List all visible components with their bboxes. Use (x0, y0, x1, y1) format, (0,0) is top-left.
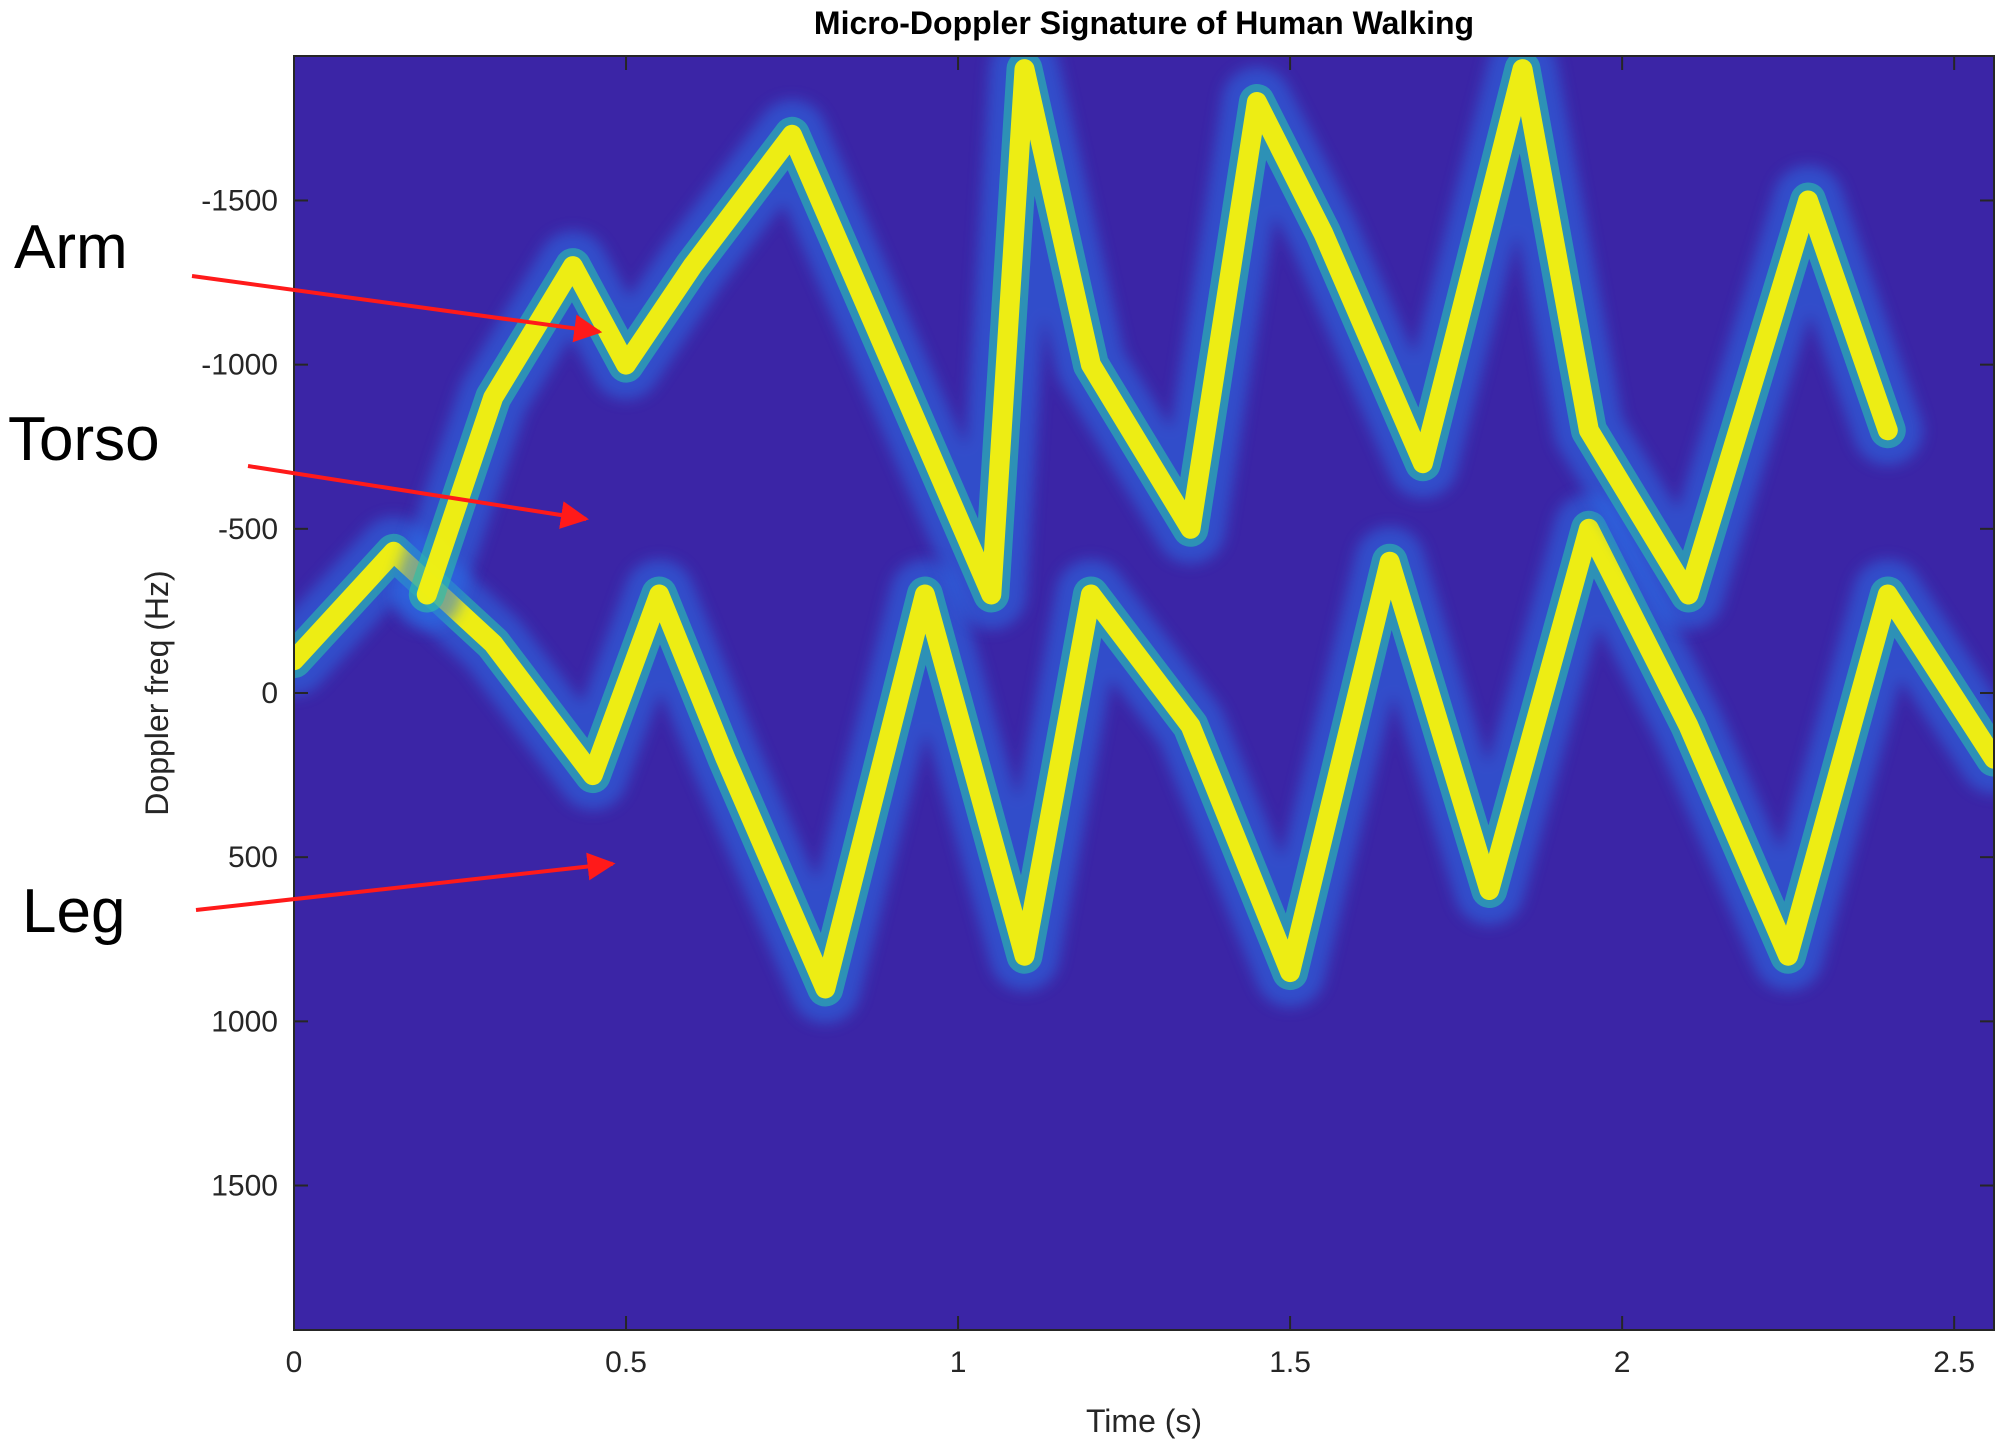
x-tick-label: 1.5 (1269, 1346, 1311, 1379)
annotation-leg-arrow (195, 852, 616, 912)
heatmap-layer (294, 56, 1994, 1024)
y-tick-label: 500 (228, 841, 278, 874)
axis-ticks: 0 0.5 1 1.5 2 2.5 -1500 -1000 -500 0 500 1000 1500 (201, 56, 1994, 1379)
x-tick-label: 2 (1614, 1346, 1631, 1379)
annotation-torso-arrow (247, 464, 589, 529)
y-tick-label: -500 (218, 513, 278, 546)
annotation-leg-label: Leg (22, 877, 125, 946)
y-tick-label: 0 (261, 677, 278, 710)
arm-trace (416, 59, 1898, 605)
x-tick-label: 2.5 (1933, 1346, 1975, 1379)
y-tick-label: 1500 (211, 1170, 278, 1203)
annotation-arm-label: Arm (14, 213, 128, 282)
y-tick-label: -1000 (201, 349, 278, 382)
x-axis-label: Time (s) (1086, 1403, 1202, 1439)
x-tick-label: 1 (950, 1346, 967, 1379)
annotation-arm-arrow (191, 274, 603, 343)
leg-trace (294, 518, 1994, 999)
chart-title: Micro-Doppler Signature of Human Walking (814, 5, 1474, 41)
x-tick-label: 0 (286, 1346, 303, 1379)
x-tick-label: 0.5 (605, 1346, 647, 1379)
annotations: Arm Torso Leg (8, 213, 616, 946)
annotation-torso-label: Torso (8, 405, 160, 474)
y-tick-label: -1500 (201, 184, 278, 217)
y-tick-label: 1000 (211, 1005, 278, 1038)
y-axis-label: Doppler freq (Hz) (139, 570, 175, 815)
